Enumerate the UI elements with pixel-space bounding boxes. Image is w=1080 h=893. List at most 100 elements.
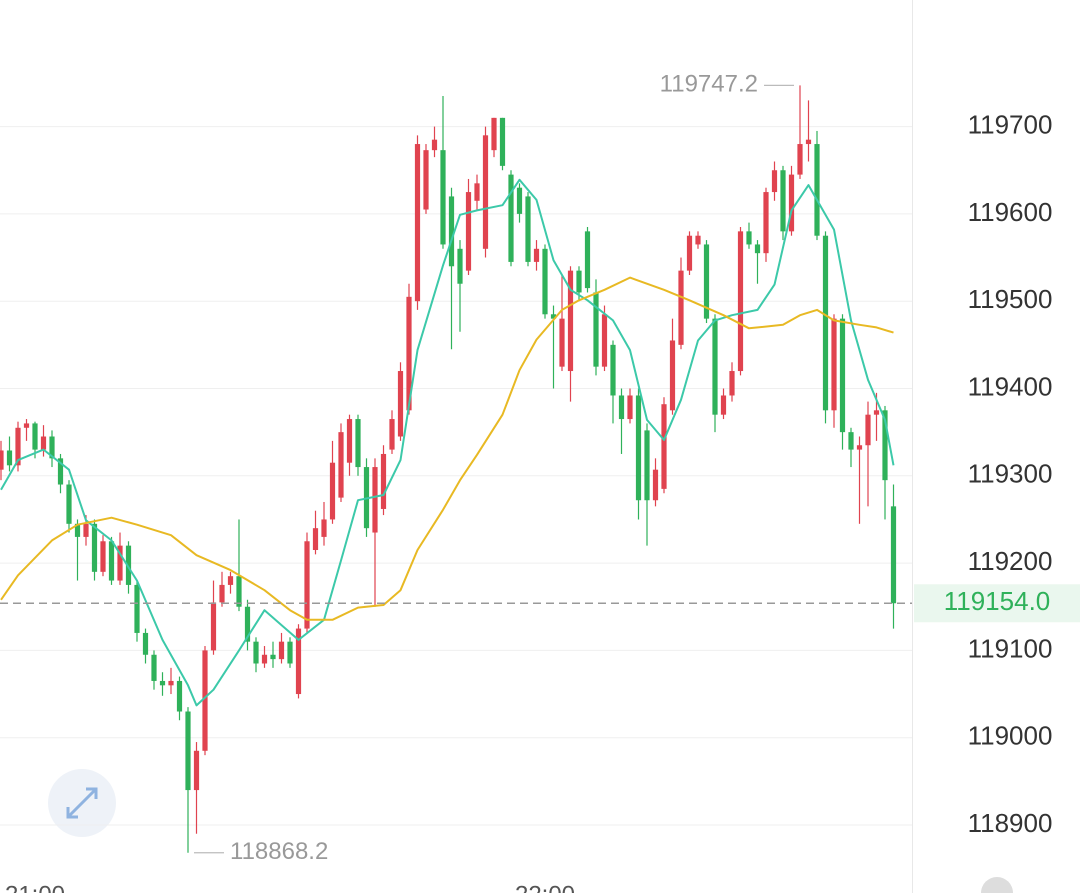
candle-body	[882, 410, 888, 481]
candle-body	[312, 528, 319, 550]
candle-body	[227, 576, 234, 585]
candle-body	[576, 270, 582, 293]
y-tick-label: 119500	[968, 284, 1053, 314]
candle-body	[380, 453, 387, 509]
candle-body	[346, 419, 353, 463]
candle-body	[57, 458, 64, 485]
candle-body	[516, 187, 523, 214]
candle-body	[499, 117, 506, 166]
candle-body	[763, 192, 769, 254]
candle-body	[372, 467, 378, 533]
candle-body	[15, 427, 21, 466]
y-tick-label: 119600	[968, 197, 1053, 227]
candle-body	[414, 144, 421, 302]
candle-body	[176, 680, 183, 712]
candle-body	[0, 450, 4, 470]
candle-body	[669, 340, 676, 411]
candle-body	[754, 244, 761, 254]
min-label: 118868.2	[230, 838, 328, 865]
candle-body	[703, 244, 710, 319]
y-tick-label: 119300	[968, 459, 1053, 489]
candle-body	[644, 430, 650, 501]
expand-button[interactable]	[48, 769, 116, 837]
candle-body	[695, 235, 701, 245]
candle-body	[168, 680, 174, 686]
candle-body	[771, 170, 778, 193]
candle-body	[321, 519, 327, 537]
candle-body	[295, 628, 302, 695]
candle-body	[550, 314, 557, 319]
y-tick-label: 119700	[968, 109, 1053, 139]
candle-body	[661, 404, 667, 489]
candle-body	[66, 484, 72, 524]
candle-body	[440, 150, 446, 245]
candle-body	[720, 395, 727, 415]
x-tick-label: 21:00	[5, 881, 65, 893]
candle-body	[448, 196, 455, 267]
candle-body	[287, 641, 293, 664]
candle-body	[83, 523, 89, 537]
candle-body	[482, 135, 489, 249]
candle-body	[593, 292, 599, 367]
candle-body	[6, 450, 13, 466]
candle-body	[831, 318, 837, 411]
candle-body	[457, 248, 463, 284]
moving-average-line	[0, 178, 895, 707]
y-tick-label: 119000	[968, 721, 1053, 751]
candle-body	[49, 436, 55, 459]
candle-body	[397, 371, 404, 437]
candle-body	[865, 414, 871, 446]
candle-body	[134, 584, 140, 633]
candle-body	[542, 248, 548, 315]
corner-button[interactable]	[981, 877, 1013, 893]
expand-icon	[66, 787, 98, 819]
candle-body	[244, 606, 251, 642]
candle-body	[567, 270, 574, 372]
candle-body	[822, 235, 829, 411]
candle-body	[856, 445, 863, 450]
candle-body	[508, 174, 514, 262]
candle-body	[261, 654, 268, 664]
candle-body	[465, 192, 472, 271]
candle-body	[584, 231, 591, 289]
candle-body	[533, 248, 540, 262]
candle-body	[712, 318, 718, 415]
candle-body	[431, 139, 438, 151]
candle-body	[185, 711, 191, 791]
candle-body	[678, 270, 684, 345]
y-tick-label: 118900	[968, 808, 1053, 838]
x-tick-label: 22:00	[515, 881, 575, 893]
candle-body	[559, 318, 565, 367]
max-label: 119747.2	[660, 71, 758, 98]
candle-body	[797, 144, 803, 175]
candle-body	[202, 650, 208, 751]
current-price-badge	[914, 584, 1080, 623]
candle-body	[474, 183, 480, 201]
candle-body	[652, 469, 659, 501]
candle-body	[32, 423, 38, 450]
candle-body	[329, 462, 336, 520]
candle-body	[848, 432, 854, 450]
candle-body	[627, 395, 633, 420]
candle-body	[270, 654, 276, 660]
candle-body	[278, 641, 285, 660]
candle-body	[40, 436, 47, 450]
candle-body	[151, 654, 157, 681]
candle-body	[159, 680, 166, 686]
candle-body	[219, 584, 225, 603]
candle-body	[91, 523, 98, 572]
candle-body	[210, 602, 217, 651]
candle-body	[525, 196, 531, 262]
candle-body	[125, 545, 132, 585]
candle-body	[491, 117, 497, 151]
candle-body	[686, 235, 693, 271]
candle-body	[100, 541, 106, 572]
candle-body	[193, 750, 200, 791]
y-tick-label: 119100	[968, 633, 1053, 663]
candle-body	[746, 231, 752, 245]
candle-body	[74, 523, 81, 537]
candle-body	[601, 314, 608, 367]
candle-body	[635, 395, 642, 501]
